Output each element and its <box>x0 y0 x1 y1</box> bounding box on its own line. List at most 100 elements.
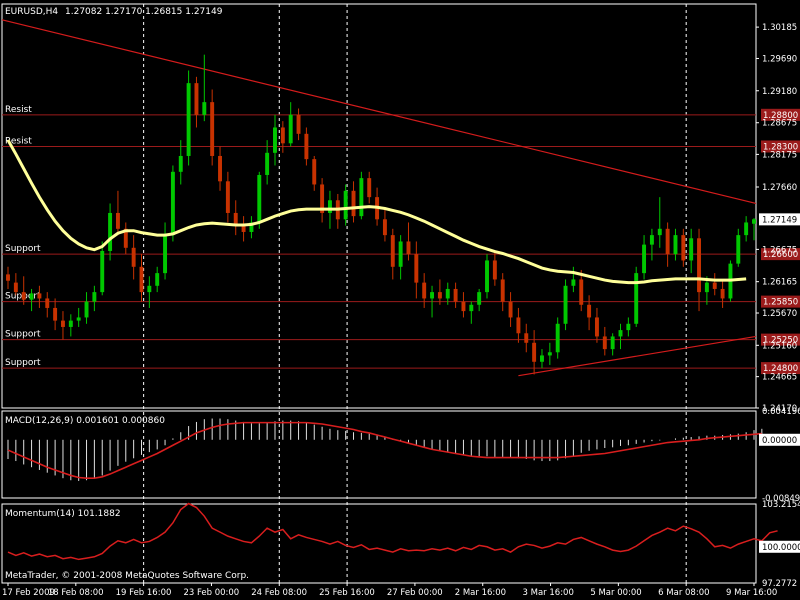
candle-body <box>508 301 513 318</box>
candle-body <box>398 241 403 267</box>
week-separators <box>143 4 687 583</box>
level-price-box-4 <box>761 333 800 346</box>
price-tick-6: 1.26675 <box>762 245 797 255</box>
level-label-2: Support <box>5 244 41 254</box>
level-price-box-2 <box>761 248 800 261</box>
price-tick-4: 1.28175 <box>762 150 797 160</box>
last-price-box <box>759 213 800 226</box>
time-label-1: 18 Feb 08:00 <box>48 588 104 598</box>
trend-lines <box>1 19 757 377</box>
macd-signal-line <box>7 421 762 479</box>
time-label-0: 17 Feb 2009 <box>2 588 55 598</box>
candle-body <box>84 301 89 318</box>
candle-body <box>131 247 136 267</box>
candle-body <box>430 292 435 299</box>
candle-body <box>233 212 238 226</box>
level-price-2: 1.26600 <box>763 250 798 260</box>
candle-body <box>76 317 81 321</box>
candle-body <box>602 336 607 350</box>
candle-body <box>288 114 293 144</box>
macd-tick-0: 0.004196 <box>762 407 800 417</box>
candle-body <box>437 292 442 299</box>
candle-body <box>579 279 584 305</box>
time-label-3: 23 Feb 00:00 <box>183 588 239 598</box>
candle-body <box>571 279 576 286</box>
candle-body <box>634 273 639 324</box>
candle-body <box>752 219 756 224</box>
candle-body <box>477 292 482 305</box>
candle-body <box>61 320 65 327</box>
price-tick-5: 1.27660 <box>762 183 797 193</box>
level-price-box-3 <box>761 295 800 308</box>
candle-body <box>469 304 474 312</box>
copyright: MetaTrader, © 2001-2008 MetaQuotes Softw… <box>5 571 249 581</box>
candle-body <box>178 155 183 172</box>
candle-body <box>744 222 749 236</box>
candle-body <box>359 178 364 217</box>
chart-symbol: EURUSD,H4 <box>5 7 58 17</box>
candle-body <box>563 285 568 324</box>
candle-body <box>257 174 262 223</box>
candle-body <box>225 181 230 213</box>
candle-body <box>414 254 419 283</box>
candle-body <box>210 102 215 156</box>
momentum-tick-0: 103.2154 <box>762 500 800 510</box>
price-axis: 1.30185 1.29690 1.29180 1.28675 1.28175 1.276… <box>756 23 800 589</box>
candle-body <box>202 102 207 115</box>
level-price-3: 1.25850 <box>763 298 798 308</box>
panel-frame-0 <box>1 3 757 409</box>
candle-body <box>445 288 450 299</box>
candle-body <box>186 83 191 156</box>
candle-body <box>689 238 694 261</box>
candle-body <box>736 235 741 264</box>
candle-body <box>312 159 317 185</box>
candle-body <box>147 285 152 293</box>
momentum-title: Momentum(14) 101.1882 <box>5 509 121 519</box>
level-price-4: 1.25250 <box>763 336 798 346</box>
candle-body <box>681 235 686 261</box>
time-label-9: 5 Mar 00:00 <box>590 588 641 598</box>
price-tick-8: 1.25670 <box>762 309 797 319</box>
momentum-ref-label: 100.0000 <box>762 543 800 553</box>
candle-body <box>100 250 105 293</box>
time-label-5: 25 Feb 16:00 <box>319 588 375 598</box>
level-label-4: Support <box>5 330 41 340</box>
candle-body <box>720 288 725 299</box>
candle-body <box>492 260 497 280</box>
time-label-2: 19 Feb 16:00 <box>116 588 172 598</box>
time-label-7: 2 Mar 16:00 <box>455 588 506 598</box>
candle-body <box>123 228 128 248</box>
candle-body <box>610 336 615 350</box>
macd-panel <box>7 418 763 481</box>
time-label-10: 6 Mar 08:00 <box>658 588 709 598</box>
support-trend-line <box>518 335 757 377</box>
price-tick-7: 1.26165 <box>762 278 797 288</box>
candle-body <box>68 320 73 327</box>
candle-body <box>108 212 113 251</box>
candle-body <box>618 330 623 337</box>
candle-body <box>6 274 10 281</box>
candle-body <box>665 228 670 255</box>
candle-body <box>296 114 301 134</box>
candle-body <box>241 225 246 232</box>
level-price-5: 1.24800 <box>763 364 798 374</box>
candle-body <box>453 288 458 302</box>
candle-body <box>516 317 521 334</box>
candle-body <box>500 279 505 302</box>
price-tick-10: 1.24665 <box>762 373 797 383</box>
level-price-box-0 <box>761 108 800 121</box>
candle-body <box>320 184 325 213</box>
candle-body <box>37 293 42 299</box>
candle-body <box>406 241 411 255</box>
price-tick-9: 1.25160 <box>762 341 797 351</box>
candle-body <box>367 178 372 198</box>
panel-frames <box>1 3 757 584</box>
candlestick-series[interactable] <box>6 54 756 375</box>
candle-body <box>351 190 356 217</box>
support-resistance-levels: Resist 1.28800 Resist 1.28300 Support 1.26600… <box>2 105 800 375</box>
ma-line <box>6 139 747 285</box>
resistance-trend-line <box>1 19 757 205</box>
level-label-0: Resist <box>5 105 32 115</box>
